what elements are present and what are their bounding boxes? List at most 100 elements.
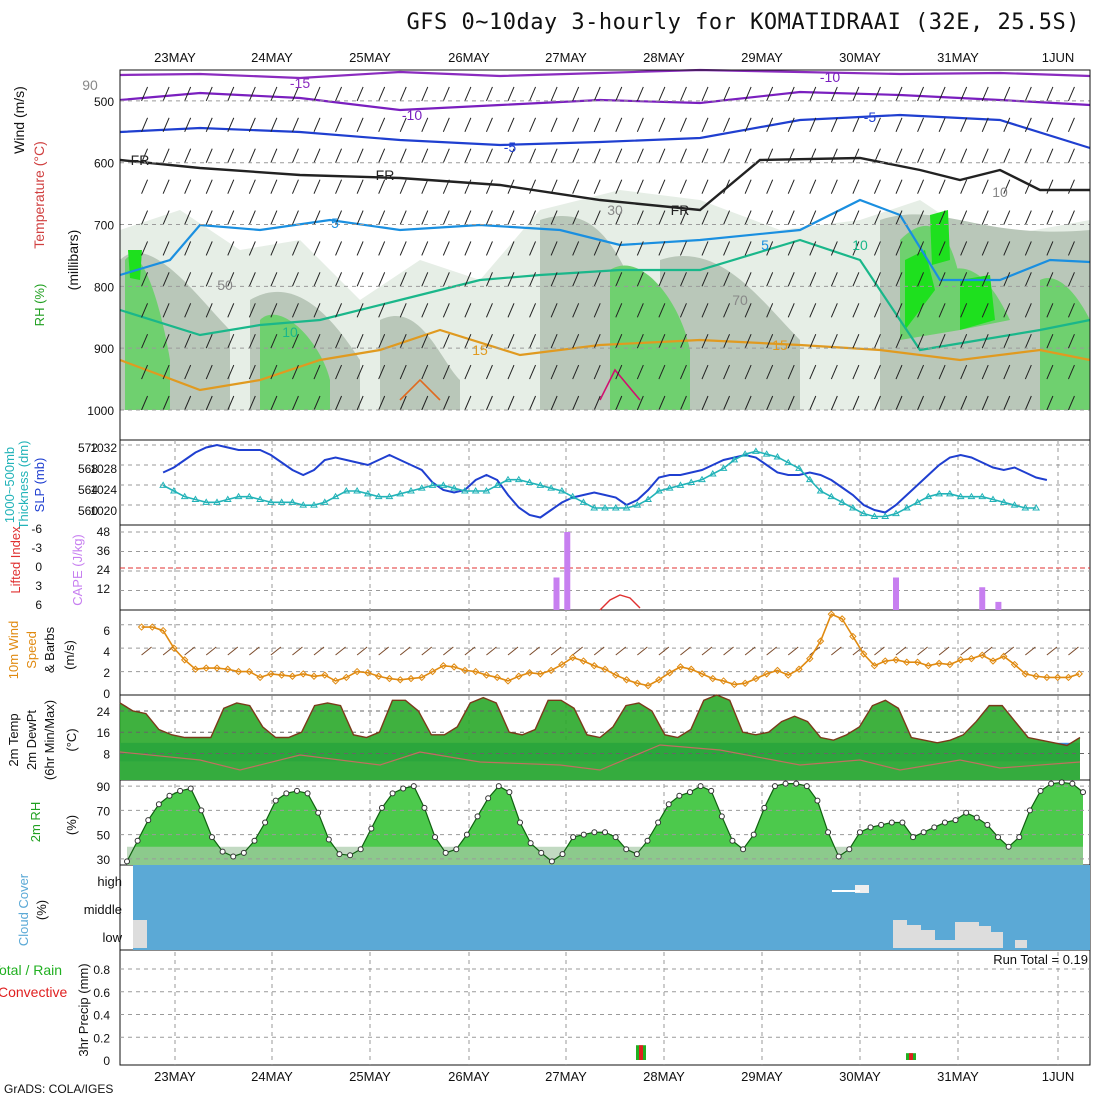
wind-barb — [593, 210, 601, 225]
wind-barb — [184, 272, 192, 287]
contour-label: FR — [376, 167, 395, 183]
wind-marker — [461, 666, 469, 675]
wind-marker — [471, 667, 480, 676]
wind-barb — [873, 179, 881, 194]
wind-barb — [917, 148, 925, 163]
wind-barb — [895, 179, 903, 194]
wind-barb — [335, 179, 343, 194]
wind-barb — [378, 272, 386, 287]
wind-barb — [744, 333, 752, 349]
wind-barb — [1003, 241, 1011, 256]
wind-marker — [245, 667, 254, 676]
cloud-low-block — [907, 925, 921, 948]
wind-barb — [572, 117, 580, 133]
thickness-marker — [1021, 504, 1030, 511]
rh-marker — [1069, 780, 1076, 787]
wind-barb — [313, 333, 321, 349]
wind-barb — [636, 117, 644, 133]
wind-barb — [464, 333, 472, 349]
wind-barb — [356, 86, 364, 102]
wind-barb — [1046, 333, 1054, 349]
rh-marker — [750, 831, 757, 838]
wind-barb — [895, 148, 903, 163]
lifted-tick: -6 — [31, 522, 42, 536]
wind-barb — [895, 272, 903, 287]
wind-barb — [291, 210, 299, 225]
rh-marker — [155, 801, 162, 808]
thickness-marker — [816, 487, 825, 494]
wind-barb — [744, 86, 752, 102]
wind-marker — [633, 679, 642, 687]
contour-freezing — [119, 156, 1090, 212]
wind-barb-10m — [960, 646, 971, 656]
wind-barb — [248, 272, 256, 287]
wind-barb — [270, 333, 278, 349]
wind-barb — [421, 241, 429, 256]
wind-barb — [141, 364, 149, 380]
wind-barb — [399, 241, 407, 256]
wind-marker — [903, 658, 911, 666]
cloud-low-block — [133, 920, 147, 948]
wind-barb — [615, 303, 623, 318]
wind-barb — [421, 86, 429, 102]
wind-marker — [665, 669, 674, 677]
wind-barb — [852, 241, 860, 256]
rh-area — [127, 782, 1083, 865]
axis-label-rh: RH (%) — [32, 284, 47, 327]
dewpoint-line — [119, 744, 1081, 771]
rh-marker — [718, 813, 725, 820]
cloud-low-block — [921, 930, 935, 948]
wind-barb — [335, 117, 343, 133]
wind-barb — [830, 117, 838, 133]
rh-marker — [262, 819, 269, 826]
wind-marker — [385, 674, 394, 683]
thickness-marker — [655, 487, 663, 494]
thickness-marker — [482, 487, 491, 494]
axis-label-millibars: (millibars) — [65, 230, 81, 291]
wind-barb — [873, 210, 881, 225]
wind-barb — [917, 117, 925, 133]
wind-barb — [464, 241, 472, 256]
wind-barb — [658, 179, 666, 194]
wind-barb-10m — [356, 646, 368, 656]
wind-barb — [744, 364, 752, 380]
temp-tick: 8 — [103, 747, 110, 761]
wind-marker — [892, 656, 900, 664]
wind-barb — [205, 179, 213, 194]
wind-barb — [658, 303, 666, 318]
rh-marker — [389, 790, 396, 797]
date-label-top: 26MAY — [448, 50, 490, 65]
thickness-marker — [978, 492, 987, 500]
panel-frame-wind — [119, 609, 1091, 696]
cape-bar — [553, 577, 560, 610]
slp-tick: 1032 — [90, 441, 117, 455]
thickness-marker — [870, 512, 879, 519]
wind-barb — [550, 148, 558, 163]
wind-barb — [830, 86, 838, 102]
wind-marker — [676, 663, 685, 671]
wind-barb — [917, 333, 925, 349]
wind-barb — [744, 148, 752, 163]
wind-barb — [960, 364, 968, 380]
wind-barb — [313, 395, 321, 411]
wind-marker — [439, 662, 448, 670]
thickness-marker — [331, 492, 340, 500]
wind-barb — [227, 364, 235, 380]
thickness-marker — [730, 455, 739, 463]
rh-shade-90 — [930, 210, 950, 265]
wind-barb — [270, 148, 278, 163]
wind-barb — [593, 303, 601, 318]
wind-barb — [356, 395, 364, 411]
wind-barb — [938, 333, 946, 349]
rh-tick: 70 — [97, 804, 111, 818]
rh-marker — [283, 790, 290, 797]
wind-barb — [809, 364, 817, 380]
axis-label-pct: (%) — [64, 815, 79, 835]
wind-barb-10m — [572, 646, 583, 656]
wind-barb — [744, 303, 752, 318]
precip-tick: 0.6 — [93, 986, 110, 1000]
cape-bar — [564, 532, 571, 610]
wind-barb — [873, 333, 881, 349]
wind-barb — [1067, 117, 1075, 133]
thickness-marker — [892, 509, 900, 517]
